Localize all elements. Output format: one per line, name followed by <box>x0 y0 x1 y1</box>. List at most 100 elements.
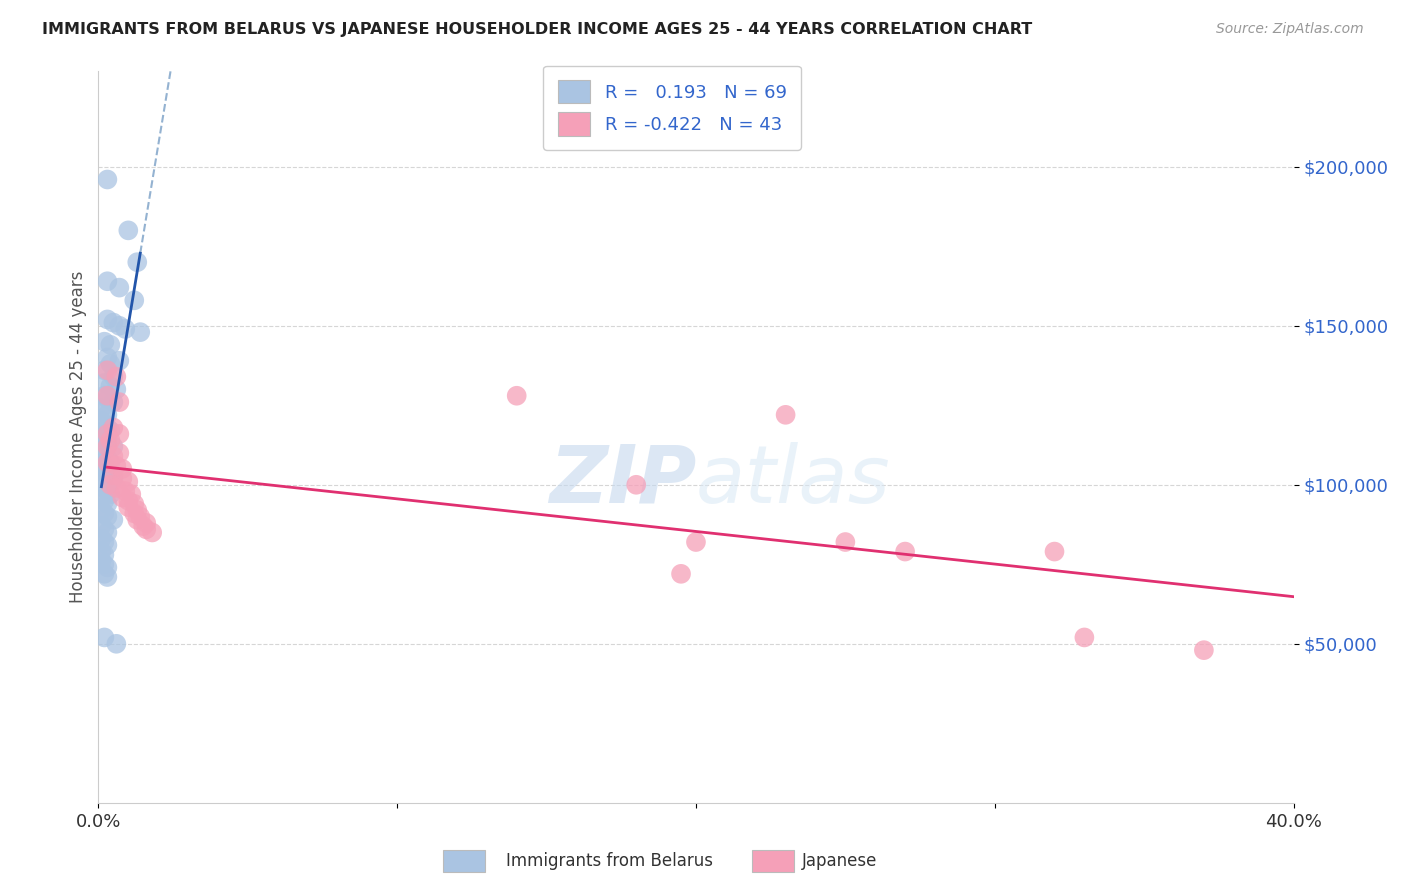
Point <box>105 369 128 384</box>
Point <box>103 468 125 483</box>
Point <box>117 493 139 508</box>
Point <box>111 462 134 476</box>
Point <box>96 351 118 365</box>
Point <box>93 434 115 448</box>
Point <box>103 440 125 454</box>
Point <box>93 558 115 572</box>
Point <box>93 465 115 479</box>
Point <box>93 522 115 536</box>
Point <box>90 503 112 517</box>
Point <box>96 389 118 403</box>
Point <box>108 318 131 333</box>
Point <box>120 487 142 501</box>
Point <box>108 426 131 441</box>
Point <box>894 544 917 558</box>
Point <box>96 570 118 584</box>
Point <box>93 334 115 349</box>
Point <box>96 436 118 450</box>
Point <box>93 566 115 581</box>
Point <box>93 548 115 562</box>
Point <box>96 426 118 441</box>
Point <box>90 430 112 444</box>
Point <box>90 414 112 428</box>
Point <box>96 363 118 377</box>
Point <box>124 507 146 521</box>
Point <box>108 446 131 460</box>
Point <box>98 424 122 438</box>
Point <box>129 509 152 524</box>
Point <box>98 338 122 352</box>
Point <box>98 477 122 491</box>
Point <box>90 554 112 568</box>
Point <box>1073 631 1095 645</box>
Point <box>103 449 125 463</box>
Point <box>108 280 131 294</box>
Point <box>103 369 125 384</box>
Point <box>93 481 115 495</box>
Point <box>135 516 157 530</box>
Point <box>93 404 115 418</box>
Point <box>98 487 122 501</box>
Point <box>117 475 139 489</box>
Point <box>1192 643 1215 657</box>
Point <box>90 544 112 558</box>
Point <box>124 293 146 308</box>
Point <box>96 172 118 186</box>
Point <box>96 312 118 326</box>
Point <box>96 452 118 467</box>
Point <box>96 560 118 574</box>
Point <box>127 503 149 517</box>
Point <box>105 458 128 473</box>
Point <box>96 408 118 422</box>
Point <box>98 357 122 371</box>
Point <box>129 325 152 339</box>
Point <box>90 462 112 476</box>
Point <box>626 477 648 491</box>
Point <box>103 395 125 409</box>
Point <box>834 535 856 549</box>
Point <box>114 322 136 336</box>
Point <box>93 631 115 645</box>
Point <box>111 471 134 485</box>
Point <box>108 353 131 368</box>
Point <box>90 477 112 491</box>
Point <box>103 420 125 434</box>
Point <box>132 519 155 533</box>
Point <box>90 491 112 505</box>
Point <box>96 274 118 288</box>
Point <box>127 255 149 269</box>
Point <box>105 637 128 651</box>
Text: Immigrants from Belarus: Immigrants from Belarus <box>506 852 713 870</box>
Text: Source: ZipAtlas.com: Source: ZipAtlas.com <box>1216 22 1364 37</box>
Point <box>93 376 115 390</box>
Point <box>96 509 118 524</box>
Point <box>96 484 118 499</box>
Text: Japanese: Japanese <box>801 852 877 870</box>
Point <box>90 401 112 416</box>
Point <box>90 446 112 460</box>
Point <box>506 389 529 403</box>
Point <box>98 379 122 393</box>
Point <box>105 383 128 397</box>
Point <box>124 497 146 511</box>
Point <box>127 513 149 527</box>
Point <box>93 507 115 521</box>
Point <box>93 389 115 403</box>
Point <box>96 440 118 454</box>
Point <box>103 513 125 527</box>
Point <box>117 223 139 237</box>
Point <box>93 363 115 377</box>
Legend: R =   0.193   N = 69, R = -0.422   N = 43: R = 0.193 N = 69, R = -0.422 N = 43 <box>543 66 801 150</box>
Point <box>775 408 797 422</box>
Point <box>96 497 118 511</box>
Point <box>135 522 157 536</box>
Y-axis label: Householder Income Ages 25 - 44 years: Householder Income Ages 25 - 44 years <box>69 271 87 603</box>
Point <box>96 525 118 540</box>
Text: IMMIGRANTS FROM BELARUS VS JAPANESE HOUSEHOLDER INCOME AGES 25 - 44 YEARS CORREL: IMMIGRANTS FROM BELARUS VS JAPANESE HOUS… <box>42 22 1032 37</box>
Point <box>90 532 112 546</box>
Point <box>96 468 118 483</box>
Point <box>96 392 118 406</box>
Point <box>114 484 136 499</box>
Point <box>93 535 115 549</box>
Point <box>111 491 134 505</box>
